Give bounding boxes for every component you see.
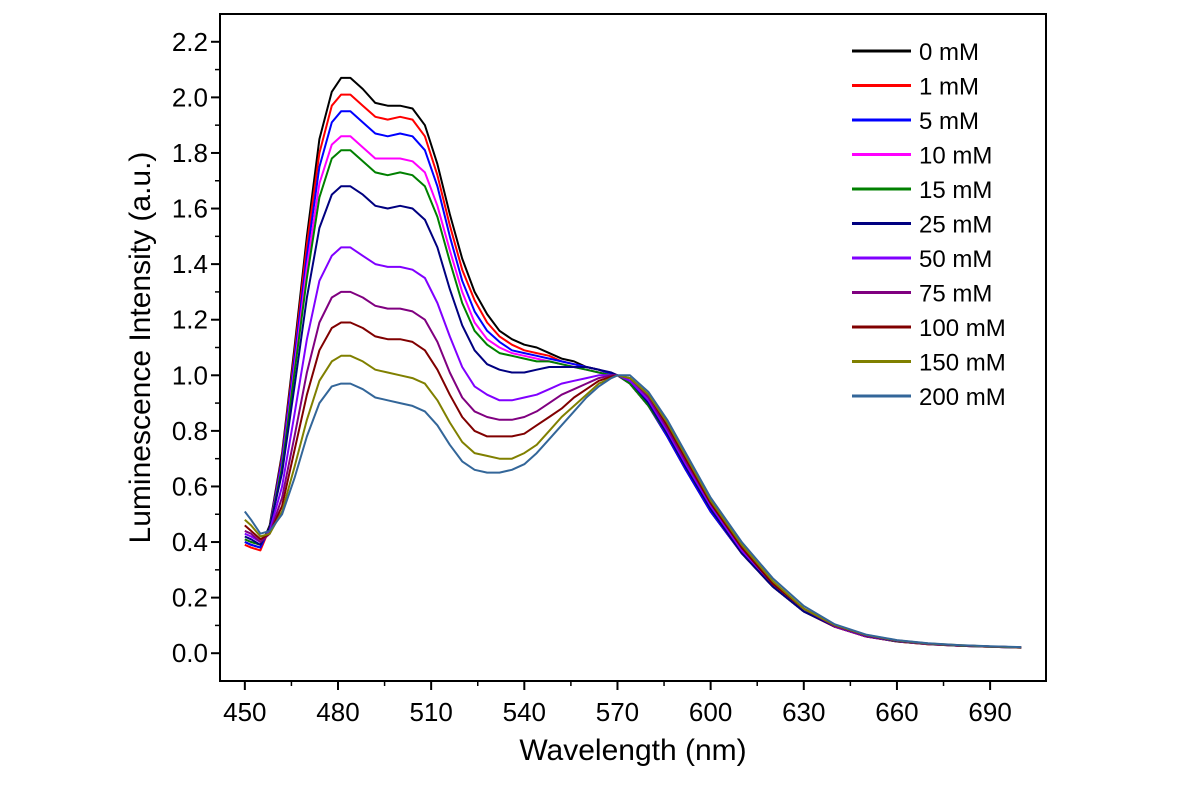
- legend-label: 75 mM: [919, 281, 992, 308]
- y-tick-label: 2.2: [172, 27, 208, 57]
- x-tick-label: 630: [782, 697, 825, 727]
- legend-label: 200 mM: [919, 384, 1006, 411]
- series-line-8: [244, 321, 1022, 649]
- series-line-9: [244, 354, 1022, 649]
- series-line-3: [244, 135, 1022, 649]
- plot-marks: [244, 76, 1022, 649]
- legend-label: 10 mM: [919, 143, 992, 170]
- series-line-5: [244, 185, 1022, 649]
- y-tick-label: 1.2: [172, 305, 208, 335]
- y-tick-label: 0.6: [172, 471, 208, 501]
- y-tick-label: 1.8: [172, 138, 208, 168]
- x-tick-label: 450: [223, 697, 266, 727]
- legend-label: 100 mM: [919, 315, 1006, 342]
- legend-label: 0 mM: [919, 39, 979, 66]
- series-line-7: [244, 290, 1022, 649]
- y-tick-label: 1.4: [172, 249, 208, 279]
- x-tick-label: 540: [503, 697, 546, 727]
- y-axis: 0.0 0.2 0.4 0.6 0.8 1.0 1.2 1.4 1.6 1.8 2.0 2.2: [172, 27, 220, 668]
- legend-label: 150 mM: [919, 350, 1006, 377]
- legend-label: 50 mM: [919, 246, 992, 273]
- y-tick-label: 0.2: [172, 583, 208, 613]
- series-line-1: [244, 93, 1022, 649]
- y-tick-label: 0.0: [172, 638, 208, 668]
- x-tick-label: 660: [875, 697, 918, 727]
- legend-label: 15 mM: [919, 177, 992, 204]
- x-tick-label: 510: [409, 697, 452, 727]
- legend-label: 1 mM: [919, 74, 979, 101]
- legend: 0 mM 1 mM 5 mM 10 mM 15 mM 25 mM 50 mM 75 mM 100…: [852, 39, 1006, 411]
- x-tick-label: 570: [596, 697, 639, 727]
- x-axis-label: Wavelength (nm): [519, 734, 746, 767]
- y-tick-label: 1.6: [172, 194, 208, 224]
- series-line-10: [244, 374, 1022, 649]
- y-tick-label: 2.0: [172, 82, 208, 112]
- x-axis: 450 480 510 540 570 600 630 660 690: [223, 681, 1012, 727]
- y-tick-label: 0.4: [172, 527, 208, 557]
- x-tick-label: 690: [968, 697, 1011, 727]
- x-tick-label: 480: [316, 697, 359, 727]
- legend-label: 25 mM: [919, 212, 992, 239]
- series-line-6: [244, 246, 1022, 649]
- y-tick-label: 0.8: [172, 416, 208, 446]
- y-axis-label: Luminescence Intensity (a.u.): [124, 152, 157, 544]
- y-tick-label: 1.0: [172, 360, 208, 390]
- legend-label: 5 mM: [919, 108, 979, 135]
- series-line-2: [244, 110, 1022, 649]
- x-tick-label: 600: [689, 697, 732, 727]
